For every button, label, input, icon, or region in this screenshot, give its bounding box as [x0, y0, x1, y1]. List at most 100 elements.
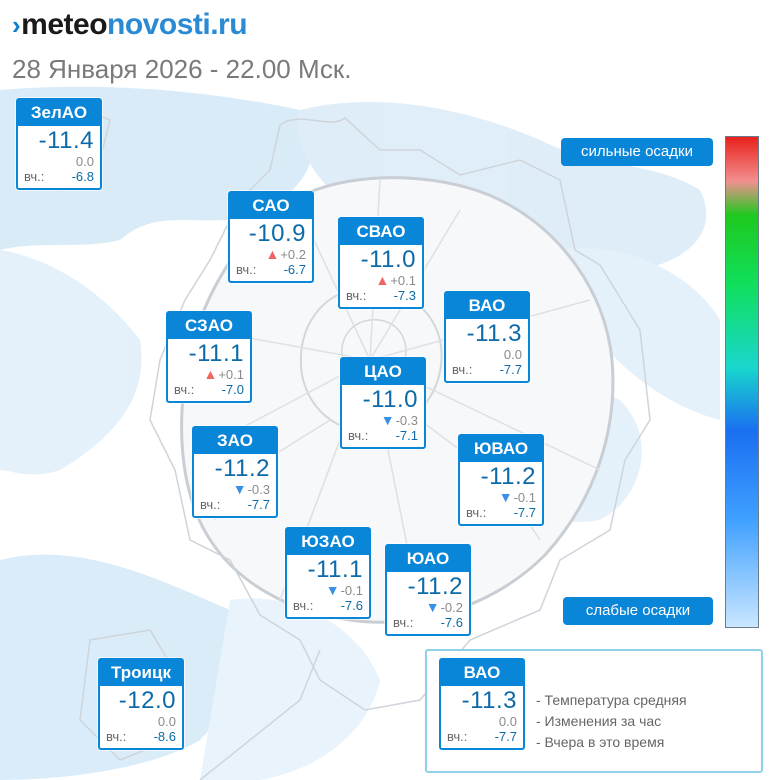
legend-sample-card: ВАО -11.3 0.0 вч.: -7.7 [439, 658, 525, 750]
hourly-change: ▲+0.1 [340, 272, 422, 289]
change-value: 0.0 [503, 347, 522, 362]
yesterday-value: -7.3 [393, 288, 416, 303]
district-name: ВАО [446, 293, 528, 319]
temperature-average: -11.1 [307, 556, 363, 583]
yesterday-value: -7.0 [221, 382, 244, 397]
temperature-average: -12.0 [118, 687, 176, 714]
yesterday-label: вч.: [348, 428, 369, 443]
yesterday-label: вч.: [452, 362, 473, 377]
legend-descriptions: - Температура средняя - Изменения за час… [536, 690, 687, 753]
yesterday-row: вч.: -7.6 [287, 598, 369, 617]
district-name: СВАО [340, 219, 422, 245]
yesterday-row: вч.: -7.3 [340, 288, 422, 307]
hourly-change: 0.0 [446, 347, 528, 362]
district-name: ЦАО [342, 359, 424, 385]
legend-line-average: - Температура средняя [536, 692, 687, 708]
district-name: ЮВАО [460, 436, 542, 462]
district-name: ЮАО [387, 546, 469, 572]
hourly-change: ▼-0.1 [460, 489, 542, 506]
temperature-average: -11.0 [360, 246, 416, 273]
district-card-vao[interactable]: ВАО -11.3 0.0 вч.: -7.7 [444, 291, 530, 383]
yesterday-row: вч.: -6.8 [18, 169, 100, 188]
trend-up-icon: ▲ [265, 246, 280, 262]
hourly-change: 0.0 [100, 714, 182, 729]
trend-down-icon: ▼ [325, 582, 340, 598]
district-card-tsao[interactable]: ЦАО -11.0 ▼-0.3 вч.: -7.1 [340, 357, 426, 449]
yesterday-label: вч.: [466, 505, 487, 520]
change-value: -0.1 [340, 583, 363, 598]
trend-down-icon: ▼ [498, 489, 513, 505]
yesterday-row: вч.: -7.6 [387, 615, 469, 634]
yesterday-value: -7.7 [494, 729, 517, 744]
yesterday-label: вч.: [174, 382, 195, 397]
yesterday-value: -6.7 [283, 262, 306, 277]
district-card-yuzao[interactable]: ЮЗАО -11.1 ▼-0.1 вч.: -7.6 [285, 527, 371, 619]
scale-label-heavy-precip: сильные осадки [561, 138, 713, 166]
hourly-change: ▼-0.1 [287, 582, 369, 599]
yesterday-label: вч.: [106, 729, 127, 744]
yesterday-label: вч.: [393, 615, 414, 630]
change-value: 0.0 [498, 714, 517, 729]
yesterday-row: вч.: -7.7 [460, 505, 542, 524]
logo-domain: novosti.ru [107, 8, 248, 41]
yesterday-row: вч.: -6.7 [230, 262, 312, 281]
trend-up-icon: ▲ [375, 272, 390, 288]
temperature-average: -10.9 [248, 220, 306, 247]
district-name: Троицк [100, 660, 182, 686]
hourly-change: ▼-0.2 [387, 599, 469, 616]
yesterday-label: вч.: [447, 729, 468, 744]
logo-brand: meteo [21, 8, 108, 41]
temperature-average: -11.3 [461, 687, 517, 714]
header: ›meteonovosti.ru 28 Января 2026 - 22.00 … [12, 8, 352, 84]
change-value: +0.2 [280, 247, 306, 262]
change-value: 0.0 [157, 714, 176, 729]
site-logo[interactable]: ›meteonovosti.ru [12, 8, 352, 42]
yesterday-value: -7.6 [340, 598, 363, 613]
temperature-average: -11.2 [407, 573, 463, 600]
change-value: -0.1 [513, 490, 536, 505]
district-card-svao[interactable]: СВАО -11.0 ▲+0.1 вч.: -7.3 [338, 217, 424, 309]
yesterday-value: -6.8 [71, 169, 94, 184]
change-value: -0.3 [247, 482, 270, 497]
yesterday-row: вч.: -7.7 [194, 497, 276, 516]
trend-down-icon: ▼ [380, 412, 395, 428]
hourly-change: ▲+0.2 [230, 246, 312, 263]
temperature-average: -11.2 [480, 463, 536, 490]
yesterday-row: вч.: -7.0 [168, 382, 250, 401]
district-card-szao[interactable]: СЗАО -11.1 ▲+0.1 вч.: -7.0 [166, 311, 252, 403]
district-card-yuao[interactable]: ЮАО -11.2 ▼-0.2 вч.: -7.6 [385, 544, 471, 636]
yesterday-value: -7.6 [440, 615, 463, 630]
district-card-yuvao[interactable]: ЮВАО -11.2 ▼-0.1 вч.: -7.7 [458, 434, 544, 526]
hourly-change: ▼-0.3 [342, 412, 424, 429]
date-time-line: 28 Января 2026 - 22.00 Мск. [12, 54, 352, 84]
temperature-average: -11.3 [466, 320, 522, 347]
trend-up-icon: ▲ [203, 366, 218, 382]
hourly-change: 0.0 [441, 714, 523, 729]
district-name: ВАО [441, 660, 523, 686]
temperature-average: -11.0 [362, 386, 418, 413]
district-card-troitsk[interactable]: Троицк -12.0 0.0 вч.: -8.6 [98, 658, 184, 750]
yesterday-label: вч.: [346, 288, 367, 303]
scale-label-light-precip: слабые осадки [563, 597, 713, 625]
yesterday-value: -7.7 [513, 505, 536, 520]
district-card-sao[interactable]: САО -10.9 ▲+0.2 вч.: -6.7 [228, 191, 314, 283]
temperature-average: -11.4 [38, 127, 94, 154]
yesterday-value: -7.7 [247, 497, 270, 512]
temperature-average: -11.1 [188, 340, 244, 367]
yesterday-label: вч.: [236, 262, 257, 277]
hourly-change: ▼-0.3 [194, 482, 276, 498]
district-name: СЗАО [168, 313, 250, 339]
logo-chevron-icon: › [12, 10, 21, 40]
change-value: +0.1 [390, 273, 416, 288]
change-value: -0.2 [440, 600, 463, 615]
hourly-change: ▲+0.1 [168, 366, 250, 383]
precipitation-intensity-scale [725, 136, 759, 628]
district-name: ЗелАО [18, 100, 100, 126]
district-card-zao[interactable]: ЗАО -11.2 ▼-0.3 вч.: -7.7 [192, 426, 278, 518]
district-card-zelao[interactable]: ЗелАО -11.4 0.0 вч.: -6.8 [16, 98, 102, 190]
change-value: 0.0 [75, 154, 94, 169]
yesterday-value: -8.6 [153, 729, 176, 744]
yesterday-value: -7.7 [499, 362, 522, 377]
trend-down-icon: ▼ [425, 599, 440, 615]
legend-line-hourly-change: - Изменения за час [536, 713, 662, 729]
